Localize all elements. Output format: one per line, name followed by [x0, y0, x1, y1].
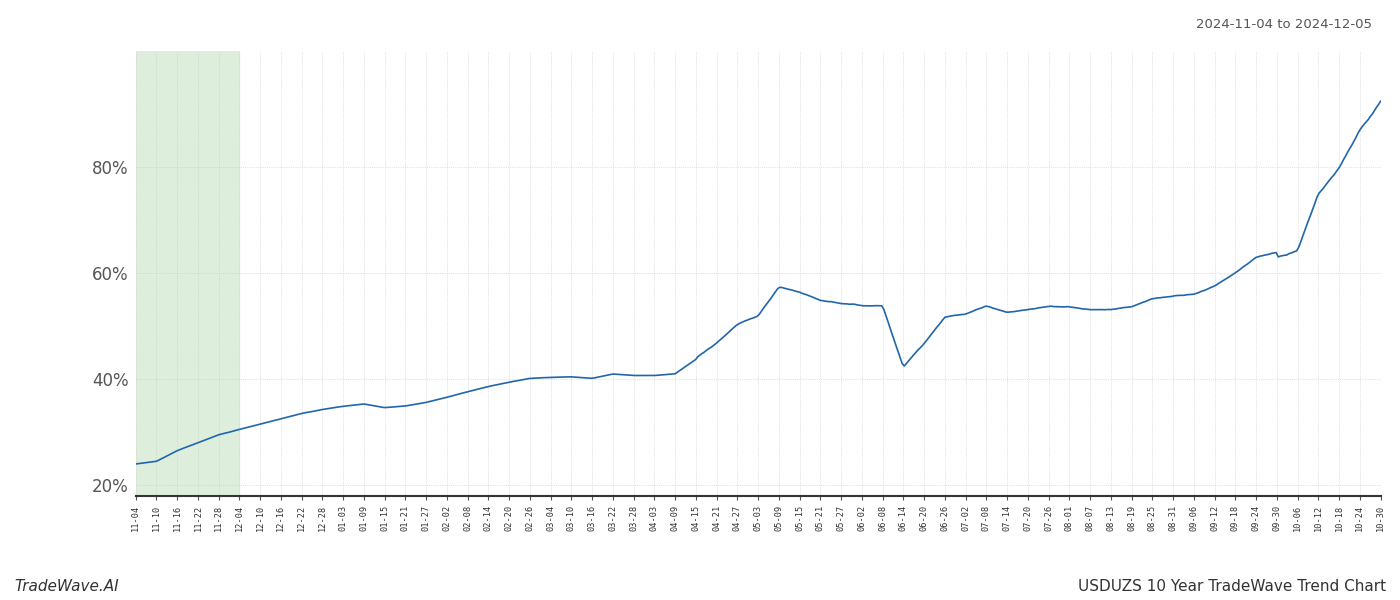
Text: USDUZS 10 Year TradeWave Trend Chart: USDUZS 10 Year TradeWave Trend Chart	[1078, 579, 1386, 594]
Text: TradeWave.AI: TradeWave.AI	[14, 579, 119, 594]
Bar	[136, 51, 239, 496]
Text: 2024-11-04 to 2024-12-05: 2024-11-04 to 2024-12-05	[1196, 18, 1372, 31]
